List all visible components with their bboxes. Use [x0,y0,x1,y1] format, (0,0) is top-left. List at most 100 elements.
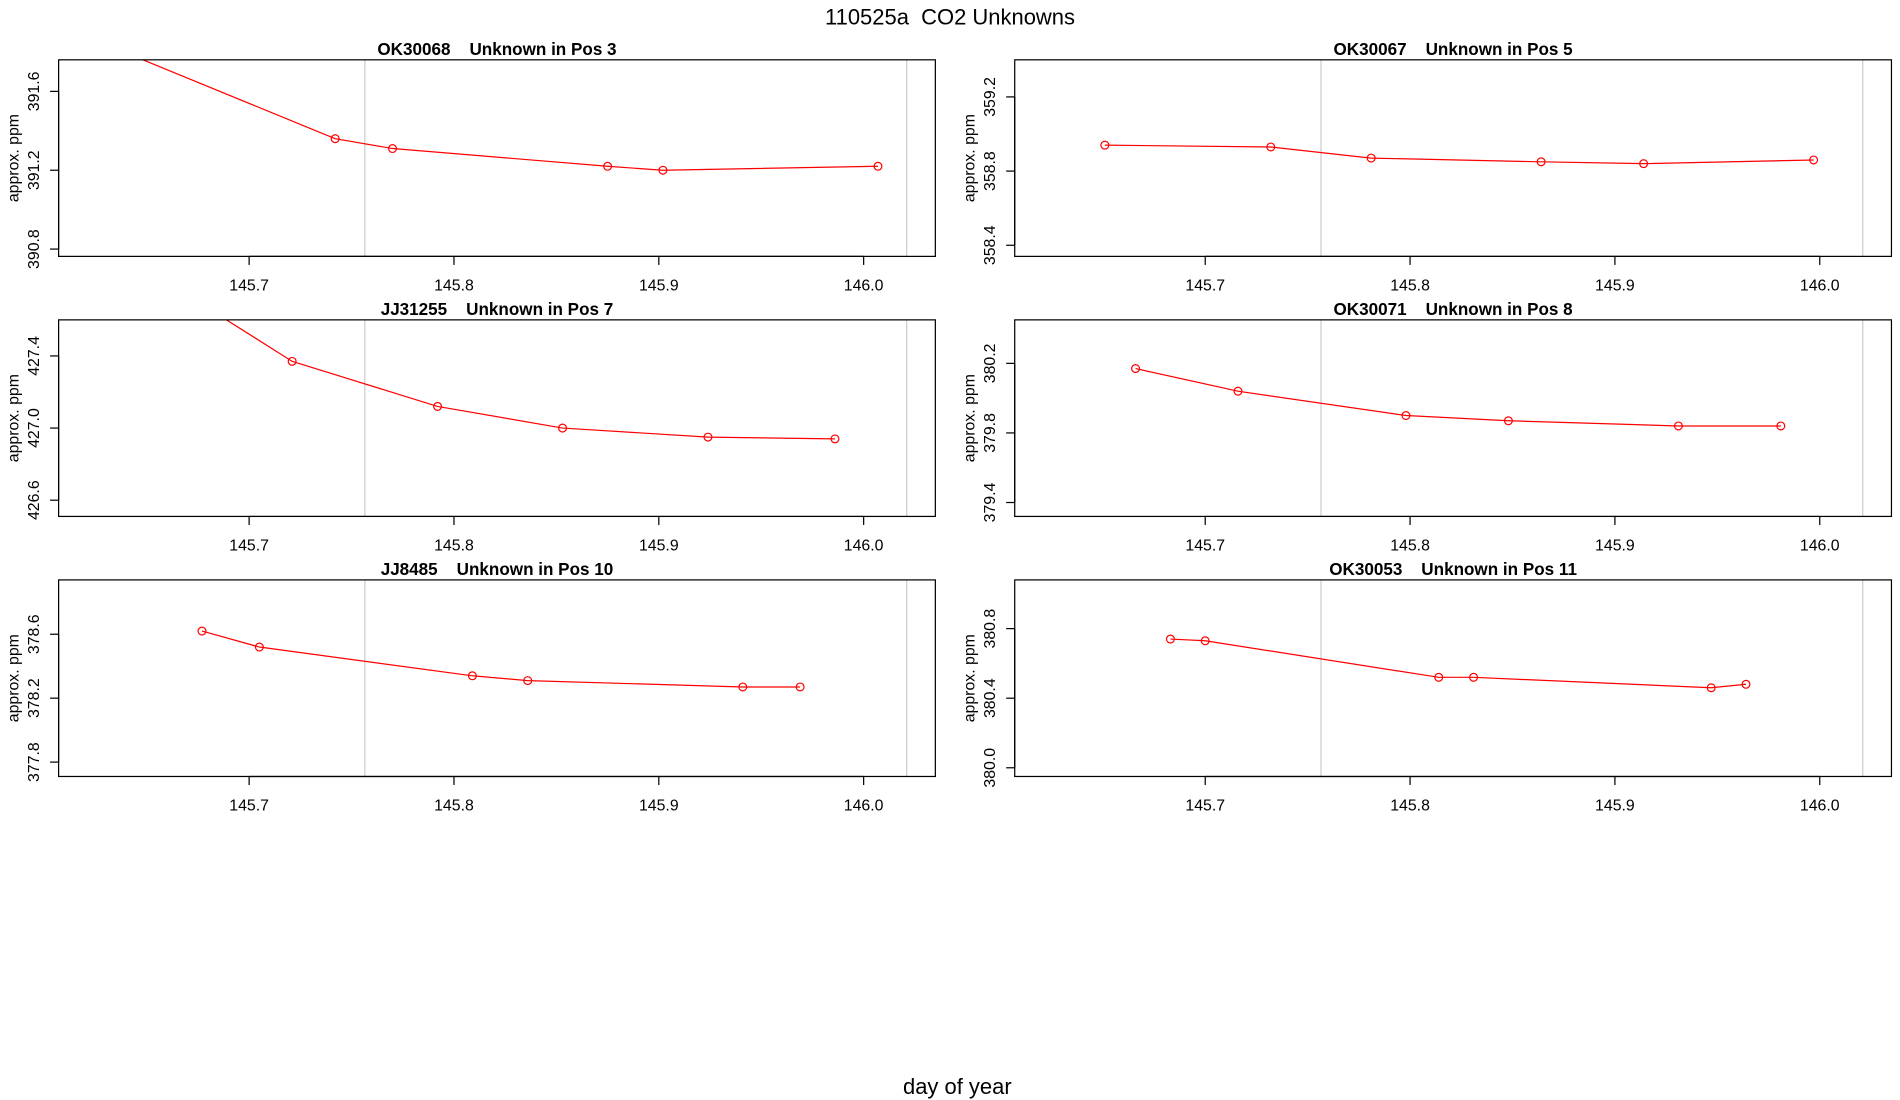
data-line [1104,144,1814,165]
y-tick-label: 377.8 [26,742,43,782]
data-point [603,161,613,171]
data-point [1434,672,1444,682]
x-tick-label: 145.7 [229,798,269,815]
panel-title: OK30053 Unknown in Pos 11 [1329,560,1577,579]
data-point [197,626,207,636]
plot-frame [1014,59,1893,257]
data-line [201,630,801,688]
plot-frame [58,319,936,518]
x-tick-label: 145.8 [1390,538,1430,555]
data-line [225,319,835,440]
data-point [558,423,568,433]
y-tick-label: 426.6 [26,480,43,520]
panel: JJ31255 Unknown in Pos 7 145.7 145.8 145.9 1… [5,289,936,555]
figure-title: 110525a CO2 Unknowns [825,4,1075,29]
data-point [1401,411,1411,421]
data-point [1165,634,1175,644]
x-tick-label: 145.7 [1185,538,1225,555]
x-tick-label: 146.0 [844,798,884,815]
x-tick-label: 145.8 [1390,798,1430,815]
x-tick-label: 146.0 [844,538,884,555]
panel: OK30067 Unknown in Pos 5 145.7 145.8 145.9 1… [961,40,1893,295]
data-line [1135,367,1781,427]
data-point [523,676,533,686]
data-point [81,32,89,40]
data-point [254,642,264,652]
x-tick-label: 145.8 [1390,278,1430,295]
data-point [795,682,805,692]
y-tick-label: 358.8 [982,151,999,191]
data-point [387,144,398,154]
y-tick-label: 380.2 [982,343,999,383]
x-tick-label: 145.7 [1185,798,1225,815]
data-point [1673,421,1683,431]
data-point [467,671,477,681]
x-tick-label: 146.0 [1800,538,1840,555]
data-point [1100,140,1110,150]
panel: OK30071 Unknown in Pos 8 145.7 145.8 145.9 1… [961,300,1893,555]
data-point [830,434,840,444]
panel: OK30068 Unknown in Pos 3 145.7 145.8 145.9 1… [5,32,936,295]
data-point [1776,421,1786,431]
data-point [1536,157,1546,167]
y-tick-label: 358.4 [982,225,999,265]
data-point [1809,155,1819,165]
y-tick-label: 390.8 [26,229,43,269]
data-point [738,682,748,692]
data-line [141,59,879,171]
x-axis-label: day of year [903,1074,1012,1099]
data-point [1503,416,1513,426]
y-tick-label: 380.8 [982,609,999,649]
x-tick-label: 145.9 [639,538,679,555]
y-tick-label: 391.6 [26,71,43,111]
data-point [433,401,443,411]
y-axis-label: approx. ppm [961,374,978,462]
x-tick-label: 145.7 [229,538,269,555]
panel-title: JJ31255 Unknown in Pos 7 [381,300,614,319]
x-tick-label: 145.9 [1595,538,1635,555]
plot-frame [58,59,936,257]
data-point [1266,142,1276,152]
x-tick-label: 146.0 [1800,278,1840,295]
data-point [1741,679,1751,689]
y-tick-label: 379.4 [982,482,999,522]
data-point [1469,672,1479,682]
x-tick-label: 146.0 [1800,798,1840,815]
panel: JJ8485 Unknown in Pos 10 145.7 145.8 145.9 1… [5,560,936,815]
data-point [180,289,188,297]
x-tick-label: 145.9 [639,798,679,815]
x-tick-label: 145.9 [1595,278,1635,295]
x-tick-label: 145.8 [434,798,474,815]
y-tick-label: 378.6 [26,614,43,654]
y-tick-label: 380.4 [982,678,999,718]
panel: OK30053 Unknown in Pos 11 145.7 145.8 145.9… [961,560,1893,815]
data-point [1131,364,1141,374]
data-point [1366,153,1376,163]
data-point [330,134,340,144]
y-tick-label: 427.4 [26,336,43,376]
y-axis-label: approx. ppm [5,634,22,722]
x-tick-label: 145.8 [434,538,474,555]
data-point [873,161,883,171]
y-tick-label: 427.0 [26,408,43,448]
data-point [1706,683,1716,693]
x-tick-label: 145.9 [639,278,679,295]
data-line [1170,638,1747,689]
y-tick-label: 391.2 [26,150,43,190]
y-tick-label: 380.0 [982,748,999,788]
y-tick-label: 359.2 [982,77,999,117]
plot-frame [58,579,936,778]
data-point [703,432,713,442]
y-axis-label: approx. ppm [5,114,22,202]
plot-frame [1014,579,1893,778]
plot-frame [1014,319,1893,518]
x-tick-label: 145.9 [1595,798,1635,815]
data-point [1639,159,1649,169]
panel-title: OK30071 Unknown in Pos 8 [1333,300,1572,319]
x-tick-label: 145.7 [1185,278,1225,295]
panel-title: JJ8485 Unknown in Pos 10 [381,560,614,579]
y-axis-label: approx. ppm [5,374,22,462]
data-point [1233,386,1243,396]
y-axis-label: approx. ppm [961,114,978,202]
data-point [287,356,297,366]
